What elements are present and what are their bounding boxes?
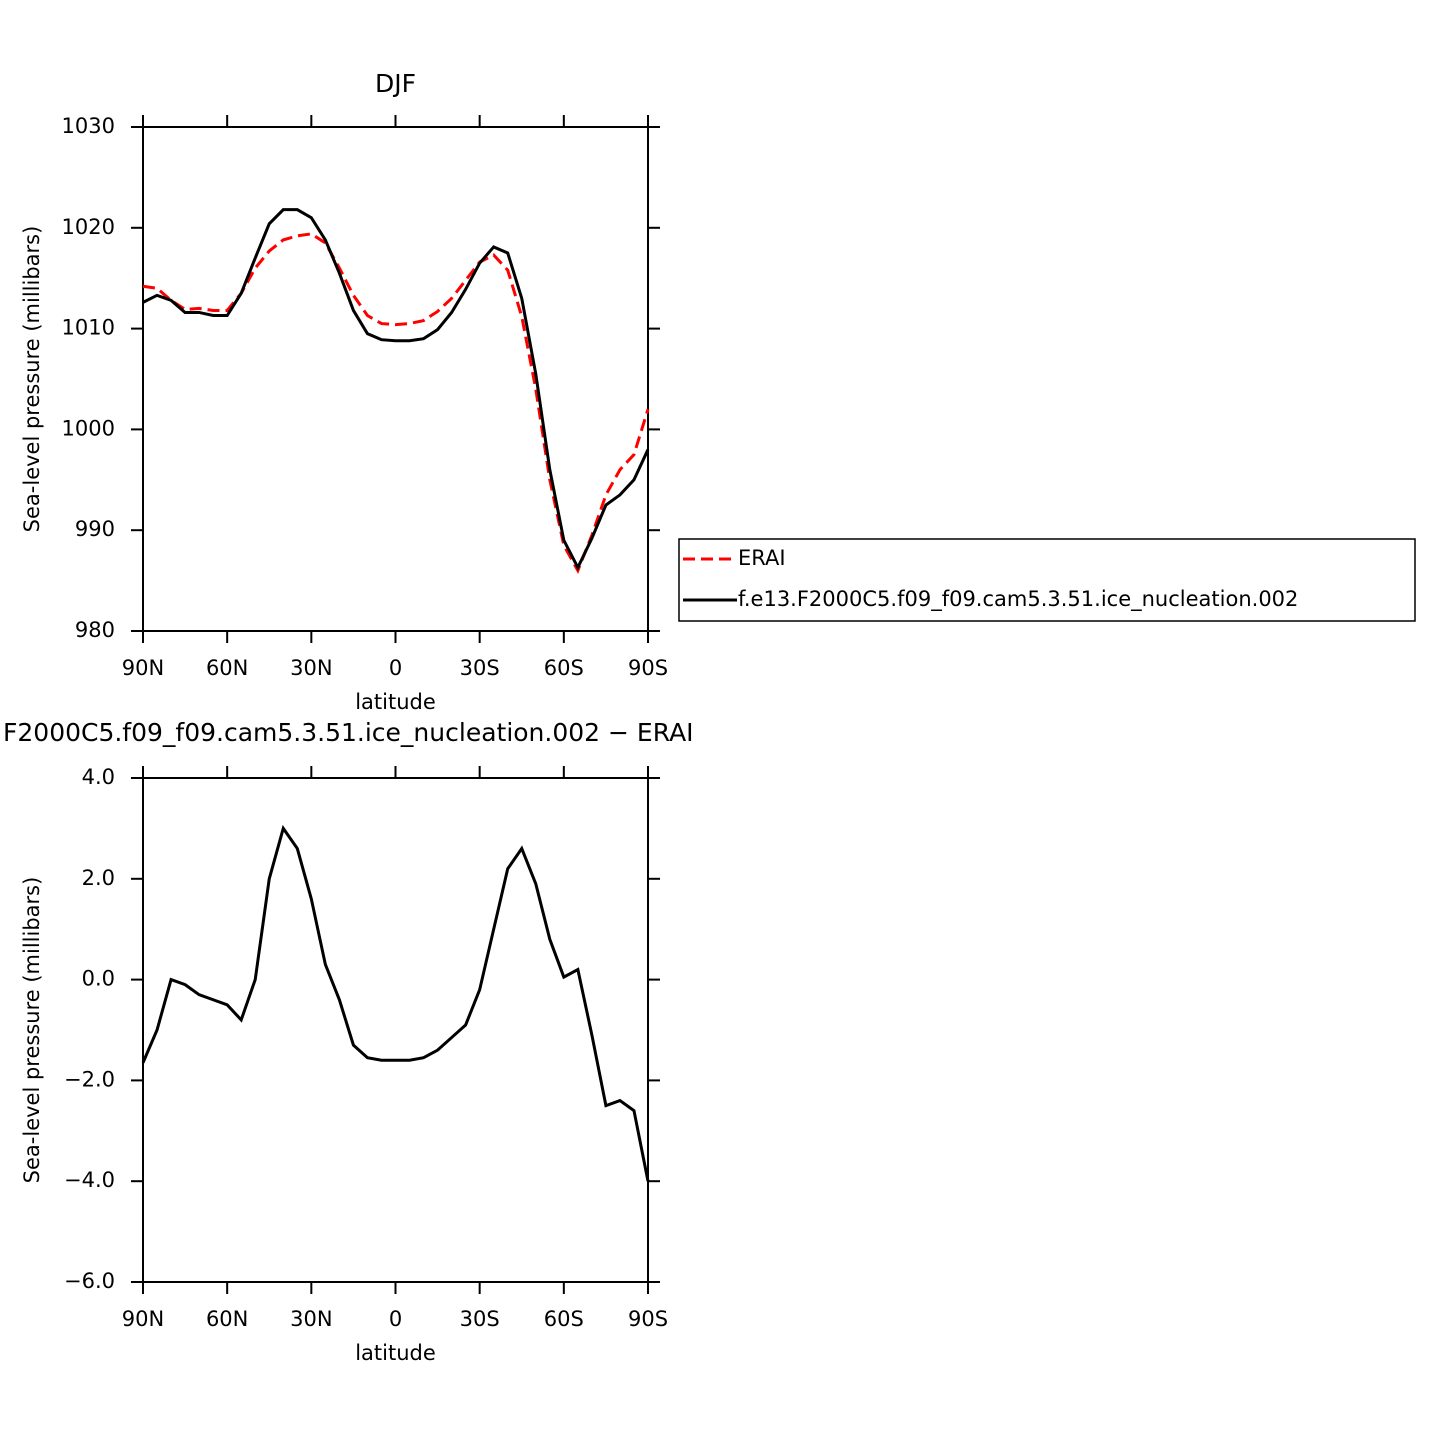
x-tick-label: 0 <box>389 1307 402 1331</box>
x-tick-label: 60N <box>206 1307 248 1331</box>
x-tick-label: 30S <box>460 1307 500 1331</box>
plot-frame <box>142 777 649 1283</box>
y-axis-label: Sea-level pressure (millibars) <box>20 226 44 533</box>
y-tick-label: 1020 <box>62 215 115 239</box>
legend-box <box>678 538 1416 622</box>
data-line <box>142 232 650 575</box>
x-axis-label: latitude <box>355 1341 436 1365</box>
y-tick-label: 4.0 <box>82 765 115 789</box>
x-tick-label: 90N <box>122 1307 164 1331</box>
x-tick-label: 90S <box>628 1307 668 1331</box>
x-tick-label: 60N <box>206 656 248 680</box>
x-axis-label: latitude <box>355 690 436 714</box>
x-tick-label: 60S <box>544 1307 584 1331</box>
y-tick-label: −2.0 <box>64 1067 115 1091</box>
data-line <box>141 824 650 1182</box>
x-tick-label: 30S <box>460 656 500 680</box>
x-tick-label: 0 <box>389 656 402 680</box>
y-tick-label: 980 <box>75 618 115 642</box>
chart-title: F2000C5.f09_f09.cam5.3.51.ice_nucleation… <box>3 718 694 747</box>
y-tick-label: −6.0 <box>64 1269 115 1293</box>
y-tick-label: 2.0 <box>82 866 115 890</box>
x-tick-label: 30N <box>290 656 332 680</box>
x-tick-label: 60S <box>544 656 584 680</box>
legend-label: ERAI <box>738 546 786 570</box>
y-tick-label: 1000 <box>62 416 115 440</box>
chart-title: DJF <box>375 69 416 98</box>
x-tick-label: 30N <box>290 1307 332 1331</box>
data-line <box>142 208 650 571</box>
x-tick-label: 90S <box>628 656 668 680</box>
y-tick-label: 990 <box>75 517 115 541</box>
y-tick-label: 0.0 <box>82 967 115 991</box>
y-tick-label: 1030 <box>62 114 115 138</box>
y-tick-label: 1010 <box>62 316 115 340</box>
legend-label: f.e13.F2000C5.f09_f09.cam5.3.51.ice_nucl… <box>738 587 1298 612</box>
y-axis-label: Sea-level pressure (millibars) <box>20 877 44 1184</box>
x-tick-label: 90N <box>122 656 164 680</box>
y-tick-label: −4.0 <box>64 1168 115 1192</box>
